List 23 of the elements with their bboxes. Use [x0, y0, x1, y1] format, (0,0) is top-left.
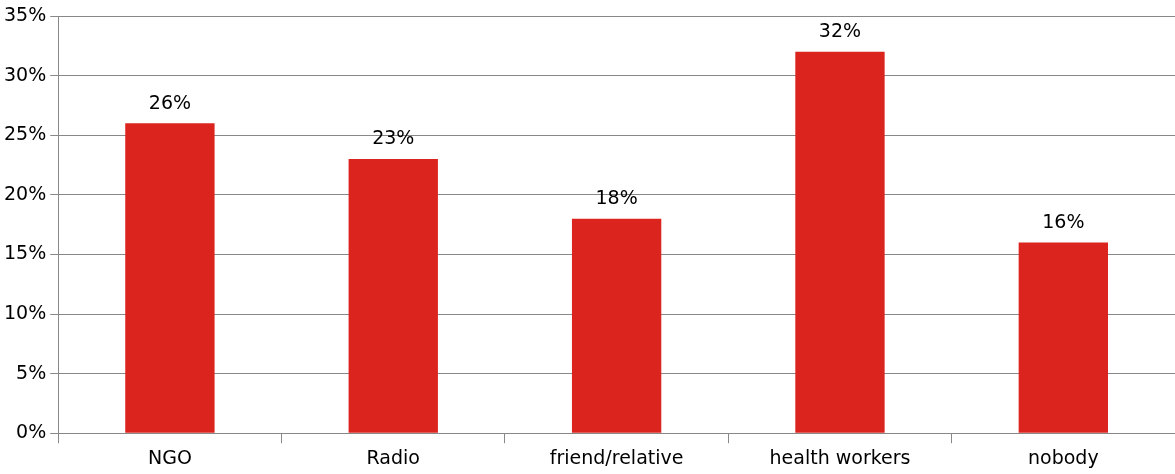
y-tick-label: 20%: [4, 181, 47, 204]
y-tick-label: 25%: [4, 122, 47, 145]
x-tick-label: friend/relative: [549, 445, 684, 468]
x-tick-label: nobody: [1027, 445, 1099, 468]
bar: [348, 159, 438, 433]
y-tick-label: 10%: [4, 300, 47, 323]
x-tick-label: NGO: [147, 445, 192, 468]
y-tick-label: 35%: [4, 2, 47, 25]
data-label: 18%: [595, 186, 638, 209]
data-label: 16%: [1042, 209, 1085, 232]
y-tick-label: 0%: [16, 420, 47, 443]
y-tick-label: 15%: [4, 241, 47, 264]
data-label: 32%: [818, 19, 862, 42]
data-label: 23%: [372, 126, 415, 149]
bar: [571, 218, 662, 433]
x-tick-label: Radio: [366, 445, 420, 468]
data-label: 26%: [148, 90, 192, 113]
bar: [125, 123, 215, 433]
bar: [795, 51, 885, 433]
bar: [1018, 242, 1108, 433]
y-tick-label: 5%: [16, 360, 47, 383]
x-tick-label: health workers: [769, 445, 911, 468]
y-tick-label: 30%: [4, 62, 47, 85]
